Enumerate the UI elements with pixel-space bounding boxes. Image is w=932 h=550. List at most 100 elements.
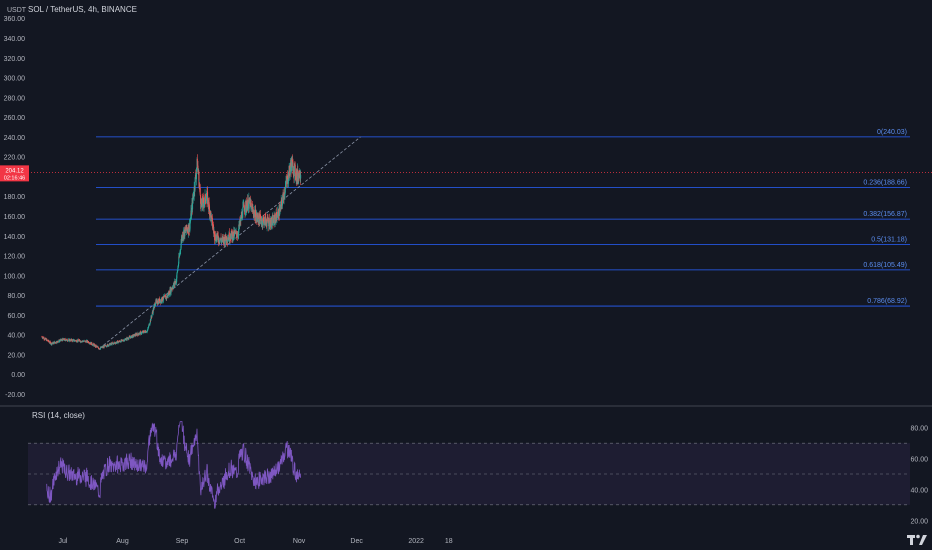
candle-body	[192, 196, 194, 200]
time-axis[interactable]: Jul Aug Sep Oct Nov Dec 2022 18	[59, 538, 453, 545]
candle-body	[52, 342, 54, 344]
candle-body	[168, 292, 170, 295]
price-axis[interactable]: 360.00 340.00 320.00 300.00 280.00 260.00 240.…	[4, 16, 26, 399]
candle-body	[66, 338, 68, 341]
candle-body	[209, 206, 211, 216]
candle-body	[57, 341, 59, 343]
candle-body	[130, 336, 132, 339]
candle-body	[59, 339, 61, 341]
candle-body	[164, 295, 166, 297]
price-tick-label: 180.00	[4, 194, 26, 201]
candle-body	[221, 237, 223, 241]
candle-body	[152, 308, 154, 314]
candle-body	[61, 339, 63, 341]
price-tick-label: 300.00	[4, 76, 26, 83]
price-tick-label: 120.00	[4, 254, 26, 261]
candle-body	[194, 177, 196, 190]
candle-body	[179, 250, 181, 251]
candle-body	[82, 340, 84, 342]
time-tick-label: Oct	[234, 538, 245, 545]
tradingview-logo-icon[interactable]	[907, 534, 927, 546]
candle-body	[195, 174, 197, 178]
candle-body	[120, 339, 122, 343]
candle-body	[218, 237, 220, 243]
price-tick-label: 240.00	[4, 135, 26, 142]
candle-body	[62, 338, 64, 340]
candle-body	[150, 316, 152, 317]
candle-body	[221, 240, 223, 243]
candle-body	[80, 340, 82, 342]
candle-body	[224, 241, 226, 244]
candle-body	[179, 250, 181, 254]
candle-body	[197, 165, 199, 170]
candle-body	[132, 334, 134, 337]
candle-body	[249, 199, 251, 204]
candle-body	[128, 337, 130, 340]
candle-body	[182, 238, 184, 240]
price-tick-label: 140.00	[4, 234, 26, 241]
candle-body	[178, 256, 180, 264]
candle-body	[193, 186, 195, 196]
candle-body	[292, 160, 294, 163]
candle-body	[128, 336, 130, 338]
candle-body	[141, 332, 143, 333]
candle-body	[55, 342, 57, 344]
candle-body	[245, 200, 247, 211]
candle-body	[178, 254, 180, 258]
candle-body	[189, 223, 191, 231]
candle-body	[205, 198, 207, 204]
candle-body	[201, 199, 203, 206]
fib-level-label: 0.236(188.66)	[863, 180, 907, 187]
candle-body	[53, 341, 55, 344]
candle-body	[232, 232, 234, 240]
candle-body	[240, 214, 242, 221]
candle-body	[204, 194, 206, 202]
candle-body	[265, 217, 267, 222]
symbol-title[interactable]: SOL / TetherUS, 4h, BINANCE	[28, 5, 137, 14]
candle-body	[224, 237, 226, 244]
candle-body	[134, 334, 136, 336]
time-tick-label: Aug	[116, 538, 129, 545]
candle-body	[149, 319, 151, 323]
candle-body	[285, 180, 287, 185]
candle-body	[73, 339, 75, 342]
candle-body	[54, 341, 56, 343]
candle-body	[162, 300, 164, 302]
candle-body	[77, 339, 79, 341]
candle-body	[143, 331, 145, 333]
candle-body	[43, 337, 45, 340]
candle-body	[203, 202, 205, 204]
candle-body	[273, 215, 275, 217]
candle-body	[208, 202, 210, 207]
candle-body	[42, 337, 44, 339]
candle-body	[74, 340, 76, 341]
candle-body	[263, 218, 265, 226]
price-tick-label: 80.00	[7, 293, 25, 300]
candle-body	[176, 271, 178, 274]
candle-body	[268, 218, 270, 228]
candle-body	[137, 332, 139, 336]
price-axis-unit: USDT	[7, 7, 27, 14]
candle-body	[261, 219, 263, 225]
candle-body	[267, 216, 269, 219]
candle-body	[101, 347, 103, 348]
price-tick-label: 60.00	[7, 313, 25, 320]
candle-body	[234, 231, 236, 234]
candle-body	[251, 205, 253, 207]
rsi-indicator-label[interactable]: RSI (14, close)	[32, 411, 85, 420]
candle-body	[290, 162, 292, 166]
candle-body	[115, 342, 117, 344]
candle-body	[144, 330, 146, 332]
candle-body	[211, 216, 213, 219]
candle-body	[150, 316, 152, 321]
candle-body	[155, 300, 157, 305]
candle-body	[269, 221, 271, 227]
candle-body	[247, 208, 249, 211]
candle-body	[190, 217, 192, 221]
candle-body	[225, 234, 227, 239]
candle-body	[180, 238, 182, 244]
candle-body	[93, 344, 95, 346]
fibonacci-retracement[interactable]: 0(240.03) 0.236(188.66) 0.382(156.87) 0.5(1…	[96, 129, 910, 307]
